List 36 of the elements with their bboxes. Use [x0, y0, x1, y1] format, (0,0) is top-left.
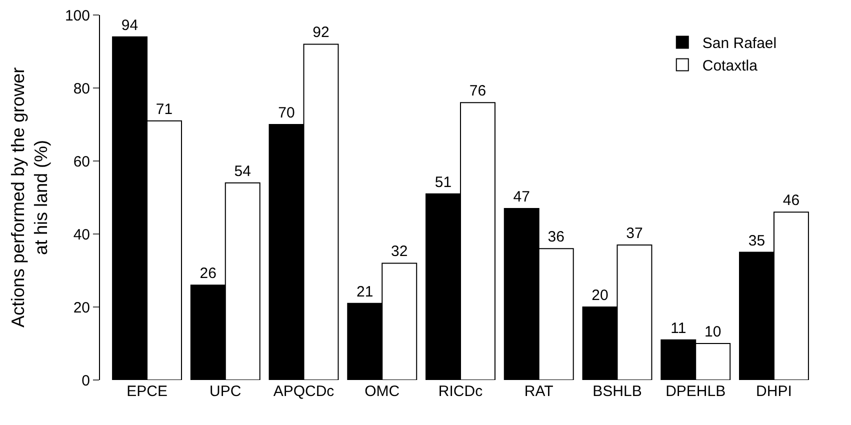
x-tick-label: OMC: [364, 383, 400, 400]
data-label: 21: [356, 283, 374, 300]
y-tick-label: 100: [64, 7, 90, 24]
data-label: 35: [748, 232, 766, 250]
data-label: 11: [670, 320, 686, 337]
data-label: 46: [782, 192, 800, 210]
x-tick-label: DHPI: [756, 383, 792, 400]
y-tick-label: 60: [73, 153, 90, 170]
y-tick-label: 80: [73, 80, 90, 98]
data-label: 92: [312, 24, 330, 42]
x-tick-label: RICDc: [438, 383, 484, 400]
data-label: 37: [626, 224, 643, 242]
y-axis-title: Actions performed by the grower at his land (%): [8, 67, 52, 328]
data-label: 54: [234, 162, 251, 180]
x-tick-label: DPEHLB: [666, 383, 726, 400]
x-tick-label: RAT: [524, 383, 554, 400]
data-label: 70: [278, 104, 295, 122]
data-label: 10: [704, 324, 722, 340]
data-label: 32: [391, 243, 408, 260]
data-label: 51: [434, 174, 452, 191]
x-tick-label: EPCE: [126, 383, 168, 400]
y-tick-label: 20: [73, 299, 90, 316]
data-label: 47: [513, 188, 530, 206]
x-tick-label: UPC: [210, 383, 242, 400]
data-label: 76: [469, 82, 486, 100]
data-label: 20: [592, 287, 608, 304]
data-label: 26: [200, 265, 216, 282]
data-label: 71: [156, 100, 173, 118]
y-tick-label: 0: [82, 372, 90, 390]
data-label: 94: [121, 16, 138, 34]
x-tick-label: BSHLB: [592, 383, 642, 400]
x-tick-label: APQCDc: [273, 383, 335, 400]
data-label: 36: [548, 228, 564, 246]
legend-label: Cotaxtla: [702, 58, 758, 75]
legend-label: San Rafael: [702, 35, 777, 52]
y-tick-label: 40: [73, 226, 90, 244]
